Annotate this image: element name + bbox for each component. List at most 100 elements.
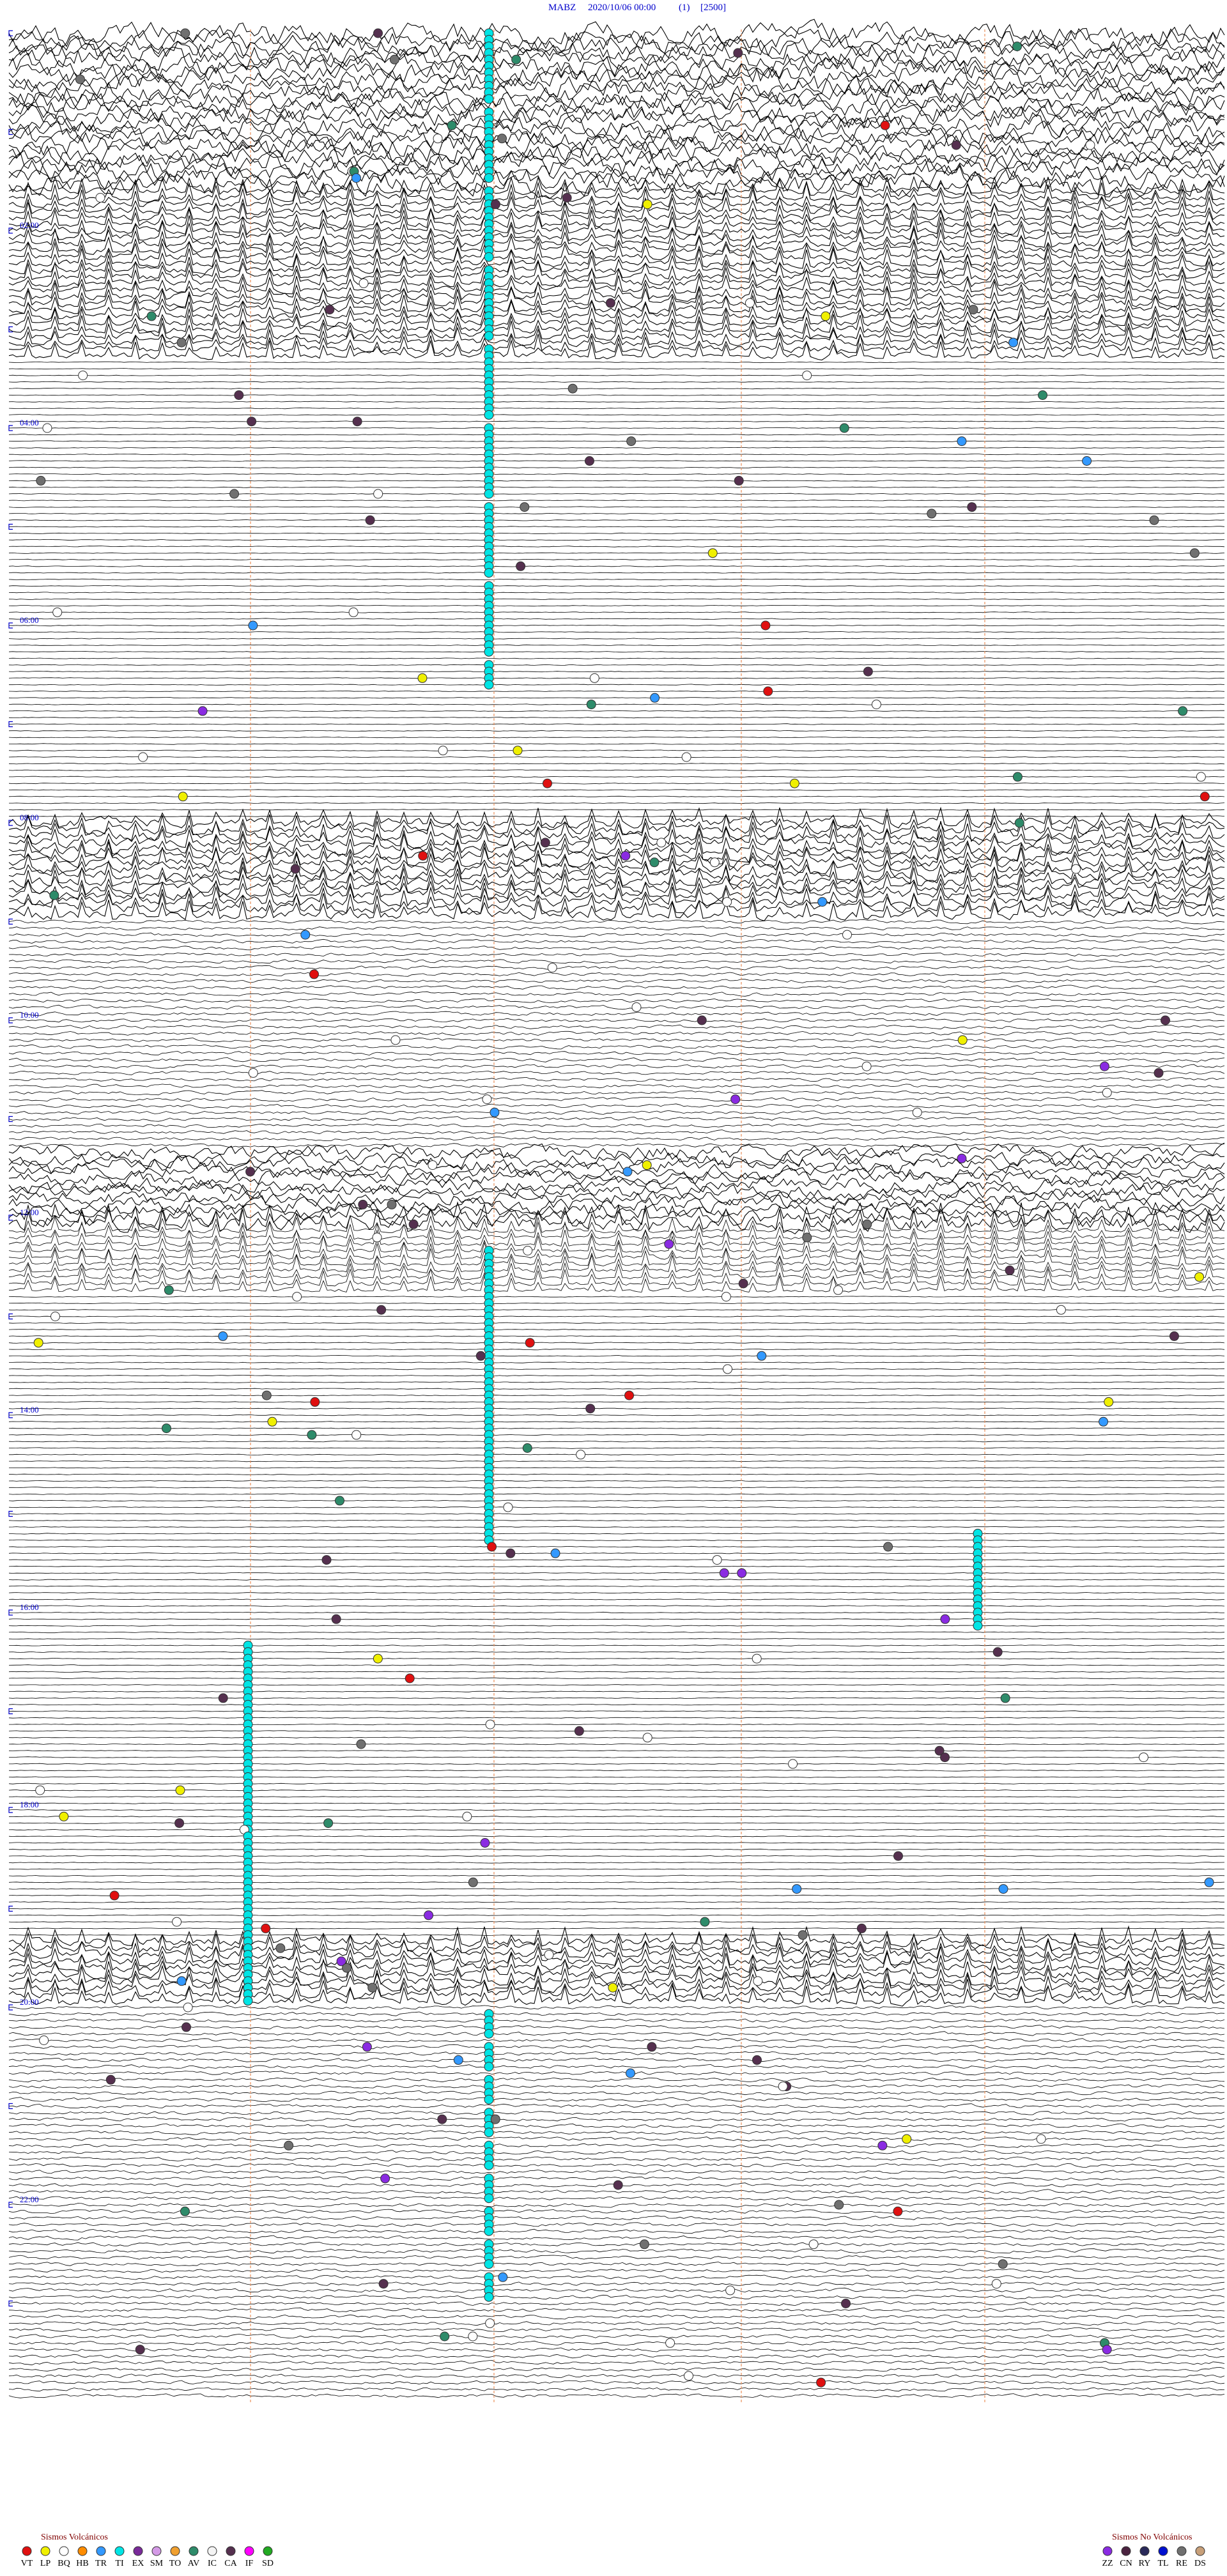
event-marker (325, 305, 335, 315)
event-marker (50, 1312, 60, 1321)
event-marker (1071, 864, 1081, 874)
event-marker (893, 2206, 903, 2216)
event-marker (737, 1568, 747, 1578)
trace (8, 26, 1225, 54)
legend-marker (1195, 2546, 1205, 2556)
event-marker (691, 1943, 702, 1953)
legend-code: TR (95, 2559, 107, 2568)
legend-code: CN (1120, 2559, 1132, 2568)
legend: Sismos Volcánicos VT LP BQ HB TR TI EX SM TO AV IC C… (21, 2533, 1206, 2568)
event-marker (665, 2338, 675, 2348)
legend-marker (1177, 2546, 1187, 2556)
event-marker (992, 1647, 1003, 1657)
trace (8, 2327, 1225, 2333)
trace (8, 240, 1225, 262)
event-marker (248, 620, 258, 631)
event-marker (387, 1199, 397, 1209)
trace (8, 1228, 1225, 1247)
trace (8, 618, 1225, 620)
event-marker (856, 1923, 867, 1933)
trace (8, 651, 1224, 653)
legend-code: ZZ (1102, 2559, 1113, 2568)
trace (8, 333, 1225, 354)
event-marker (284, 2140, 294, 2150)
event-marker (484, 252, 494, 262)
row-marker (8, 1510, 13, 1517)
trace (8, 1598, 1225, 1600)
event-marker (135, 2345, 145, 2355)
trace (8, 367, 1225, 370)
event-marker (424, 1910, 434, 1920)
event-marker (373, 1653, 383, 1664)
hour-label: 14:00 (20, 1405, 39, 1414)
event-marker (540, 838, 550, 848)
trace (8, 1874, 1225, 1877)
event-marker (105, 2074, 116, 2085)
trace (8, 59, 1225, 85)
event-marker (721, 1292, 731, 1302)
legend-code: AV (188, 2559, 199, 2568)
row-marker (8, 622, 13, 629)
event-marker (626, 436, 637, 447)
trace (8, 1388, 1225, 1390)
event-marker (490, 2114, 500, 2124)
trace (8, 473, 1225, 475)
hour-label: 16:00 (20, 1602, 39, 1612)
trace (8, 592, 1225, 594)
trace (8, 466, 1225, 469)
event-marker (484, 2193, 494, 2204)
event-marker (484, 2160, 494, 2170)
trace (8, 2294, 1225, 2300)
row-marker (8, 1609, 13, 1616)
trace (8, 1591, 1225, 1594)
trace (8, 2340, 1225, 2346)
event-marker (967, 502, 977, 512)
trace (8, 1163, 1225, 1181)
trace (8, 1855, 1225, 1857)
trace (8, 1381, 1225, 1383)
trace (8, 1167, 1225, 1187)
trace (8, 2281, 1225, 2287)
event-marker (511, 54, 521, 65)
event-marker (1104, 1397, 1114, 1407)
event-marker (778, 2082, 788, 2092)
trace (8, 1096, 1225, 1102)
trace (8, 1638, 1225, 1640)
event-marker (428, 1160, 438, 1170)
legend-marker (244, 2546, 254, 2556)
event-marker (957, 1153, 967, 1163)
row-marker (8, 2103, 13, 2110)
event-marker (49, 890, 59, 900)
trace (8, 1703, 1225, 1706)
event-marker (1138, 1752, 1148, 1763)
event-marker (893, 1851, 903, 1861)
hour-label: 18:00 (20, 1800, 39, 1809)
trace (8, 809, 1225, 811)
event-marker (42, 423, 52, 433)
trace (8, 105, 1225, 135)
trace (8, 1882, 1225, 1883)
trace (8, 1579, 1225, 1581)
event-marker (248, 1068, 258, 1078)
legend-code: SD (262, 2559, 274, 2568)
trace (8, 1710, 1225, 1712)
trace (8, 2044, 1225, 2050)
trace (8, 1920, 1225, 1923)
trace (8, 2189, 1225, 2195)
event-marker (505, 1548, 516, 1558)
event-marker (176, 337, 187, 348)
trace (8, 1965, 1225, 1987)
event-marker (520, 502, 530, 512)
trace (8, 1631, 1225, 1634)
trace (8, 1908, 1225, 1910)
event-marker (642, 1733, 652, 1743)
legend-marker (40, 2546, 50, 2556)
trace (8, 1730, 1225, 1732)
trace (8, 132, 1225, 159)
legend-marker (226, 2546, 236, 2556)
legend-code: EX (132, 2559, 144, 2568)
trace (8, 1011, 1225, 1016)
event-marker (862, 1219, 872, 1229)
